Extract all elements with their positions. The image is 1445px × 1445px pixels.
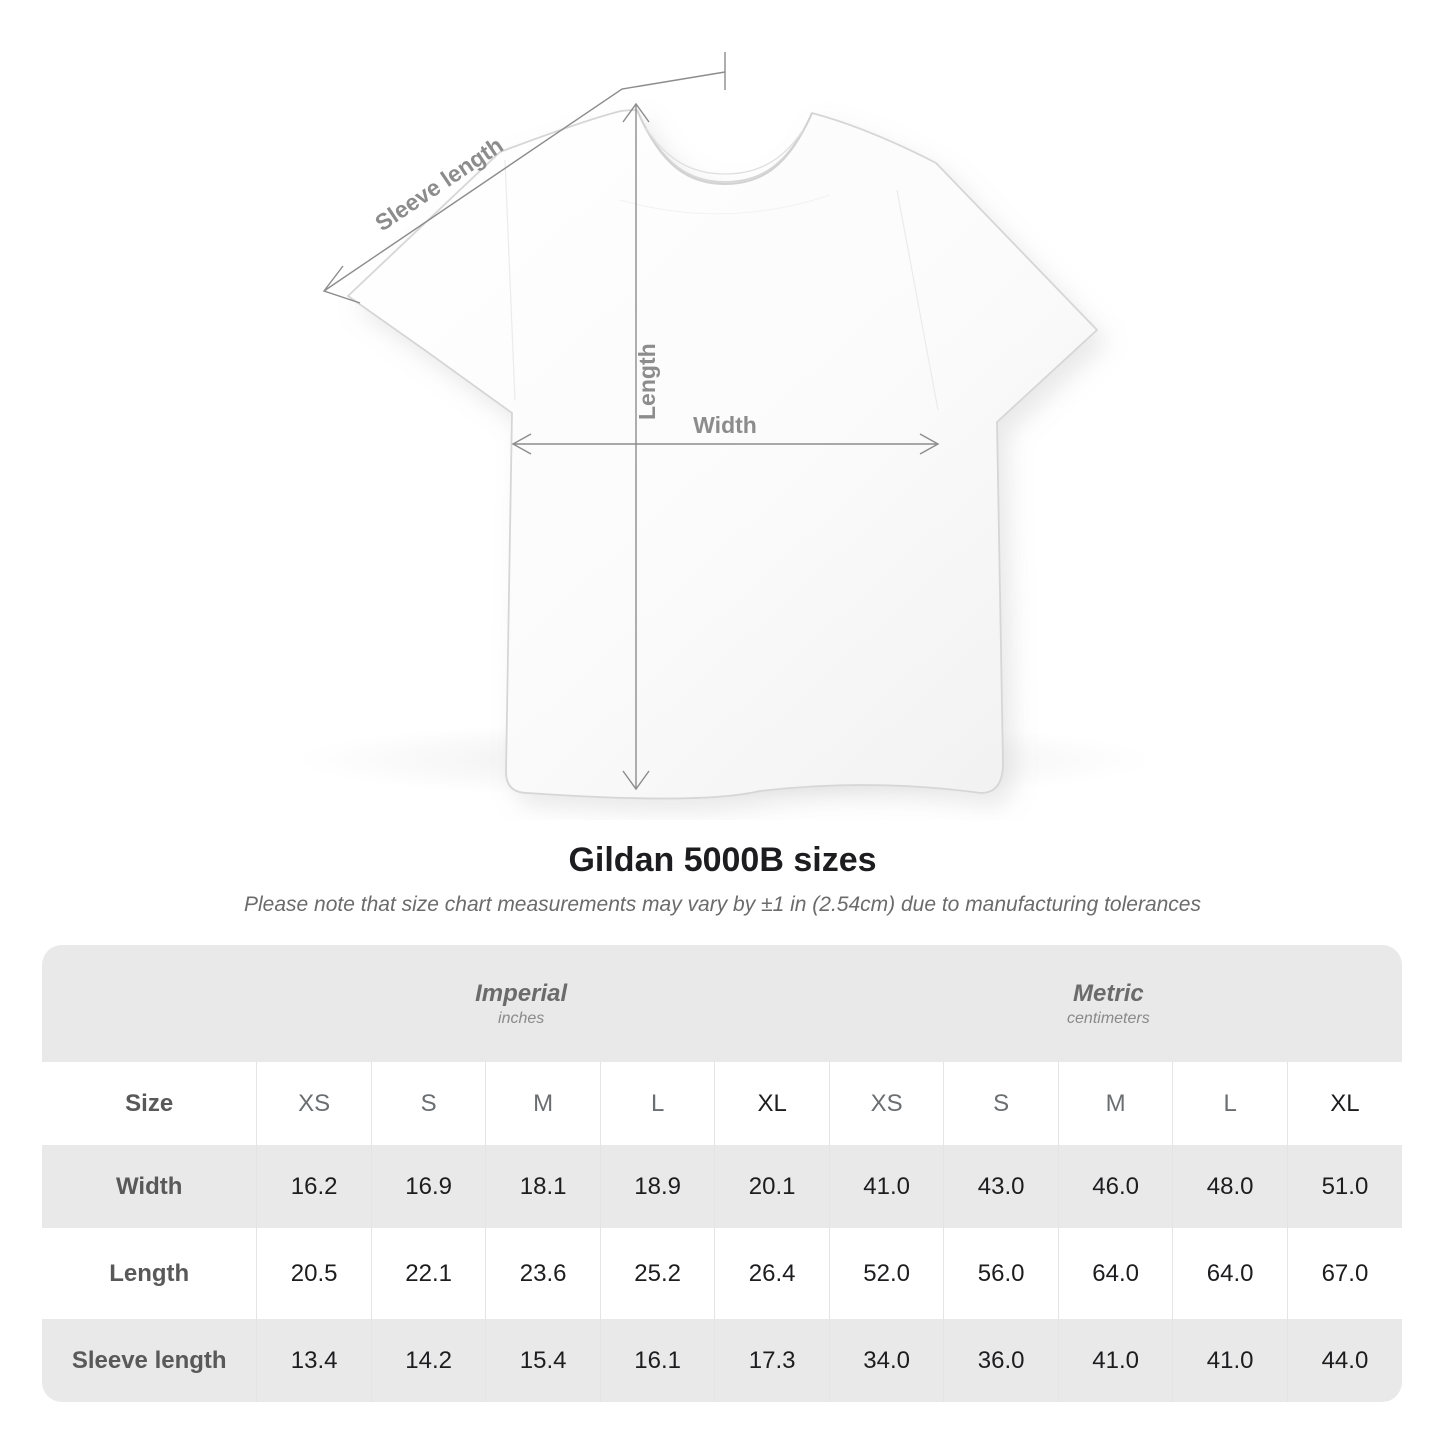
svg-text:Length: Length xyxy=(634,343,660,420)
svg-text:Width: Width xyxy=(693,412,757,438)
